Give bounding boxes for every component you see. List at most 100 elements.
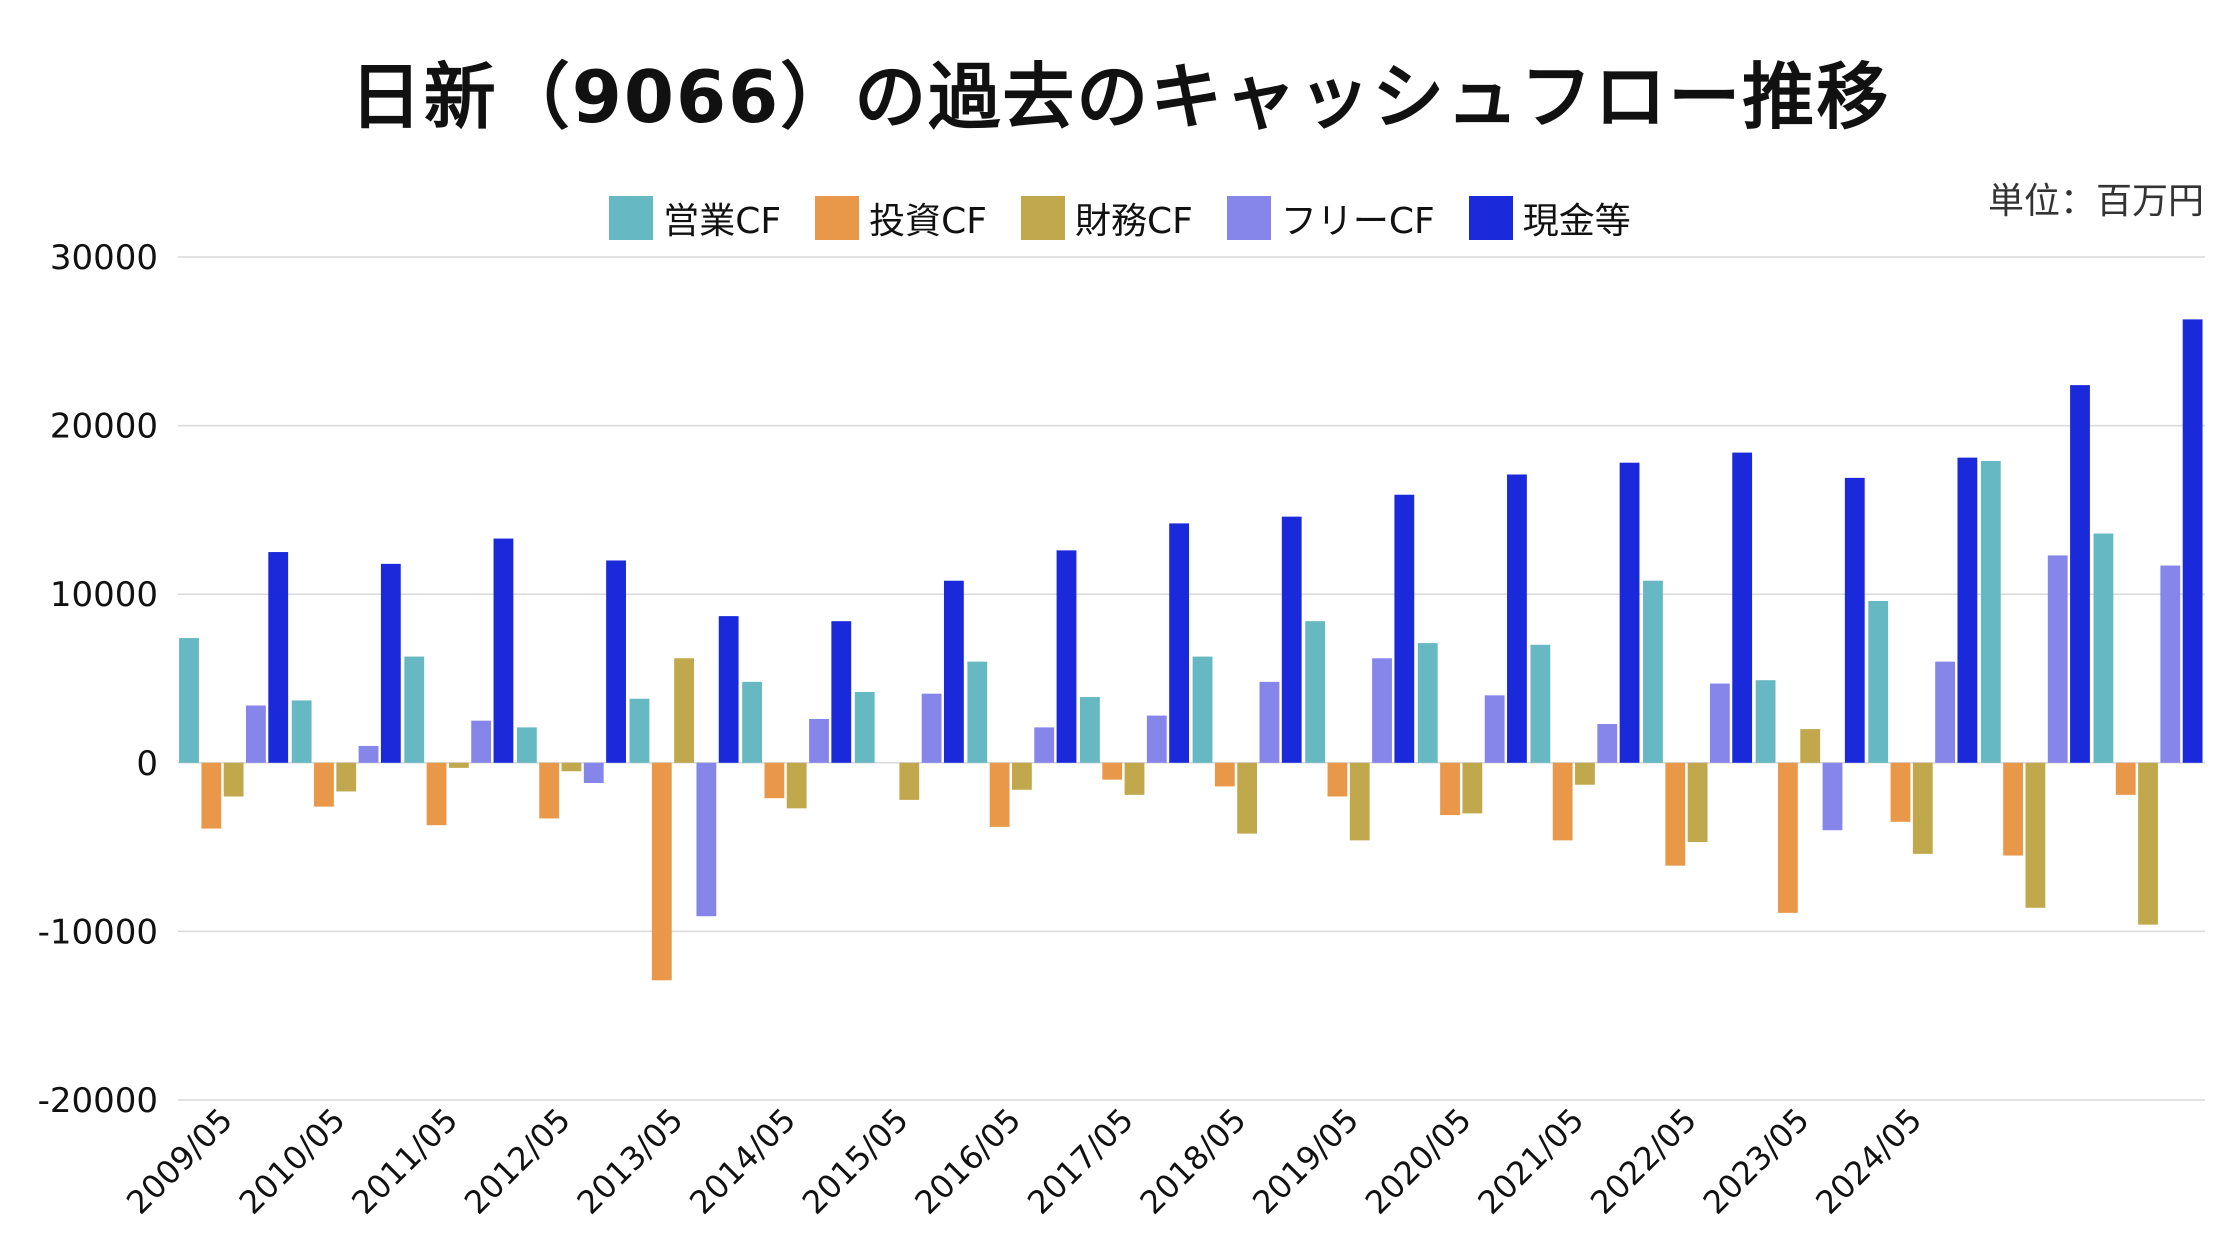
bar-3-0 xyxy=(246,705,266,763)
x-tick-label-5: 2014/05 xyxy=(682,1101,803,1222)
legend-swatch-2 xyxy=(1020,196,1065,240)
legend-item-1: 投資CF xyxy=(815,192,987,244)
bar-1-5 xyxy=(764,762,785,799)
bar-4-0 xyxy=(268,552,289,763)
x-tick-label-12: 2021/05 xyxy=(1470,1101,1591,1222)
legend-label-0: 営業CF xyxy=(663,201,782,242)
bar-2-3 xyxy=(561,762,582,772)
x-tick-label-9: 2018/05 xyxy=(1133,1101,1254,1222)
bar-3-17 xyxy=(2160,565,2181,763)
bar-3-1 xyxy=(358,745,379,763)
bar-0-4 xyxy=(629,698,650,763)
legend-item-0: 営業CF xyxy=(609,192,781,244)
bar-1-3 xyxy=(539,762,560,819)
bar-1-10 xyxy=(1327,762,1348,797)
bar-3-8 xyxy=(1146,715,1167,763)
bar-3-13 xyxy=(1709,683,1730,763)
bar-0-0 xyxy=(179,638,199,763)
bar-4-17 xyxy=(2182,319,2203,763)
x-tick-label-10: 2019/05 xyxy=(1245,1101,1366,1222)
bar-2-1 xyxy=(336,762,357,792)
bar-0-17 xyxy=(2093,533,2114,763)
x-tick-label-14: 2023/05 xyxy=(1696,1101,1817,1222)
bar-2-17 xyxy=(2138,762,2158,925)
bar-0-12 xyxy=(1530,644,1551,763)
x-tick-label-3: 2012/05 xyxy=(457,1101,578,1222)
bar-4-1 xyxy=(380,563,401,763)
bar-3-6 xyxy=(921,693,942,763)
bar-2-12 xyxy=(1575,762,1595,785)
bar-4-11 xyxy=(1507,474,1527,763)
bar-3-5 xyxy=(809,718,829,763)
bar-1-11 xyxy=(1440,762,1460,816)
x-tick-label-13: 2022/05 xyxy=(1583,1101,1704,1222)
legend-swatch-4 xyxy=(1468,196,1513,240)
x-tick-label-4: 2013/05 xyxy=(570,1101,691,1222)
bar-2-6 xyxy=(899,762,920,800)
bar-1-15 xyxy=(1890,762,1911,822)
bar-3-14 xyxy=(1822,762,1843,831)
bar-2-13 xyxy=(1687,762,1708,843)
bar-0-3 xyxy=(516,727,537,763)
legend-label-2: 財務CF xyxy=(1074,201,1193,242)
y-tick-label-4: -10000 xyxy=(38,912,158,952)
bar-1-2 xyxy=(426,762,447,826)
bar-3-3 xyxy=(583,762,604,784)
bar-2-11 xyxy=(1462,762,1483,814)
bar-3-2 xyxy=(471,720,492,763)
bar-3-10 xyxy=(1372,658,1392,763)
legend-item-4: 現金等 xyxy=(1468,192,1631,244)
bar-0-2 xyxy=(404,656,425,763)
bar-1-0 xyxy=(201,762,222,829)
bar-3-12 xyxy=(1597,724,1618,763)
unit-label: 単位：百万円 xyxy=(1987,181,2204,222)
x-tick-label-1: 2010/05 xyxy=(232,1101,353,1222)
bar-2-9 xyxy=(1237,762,1258,834)
legend-label-4: 現金等 xyxy=(1522,201,1631,242)
x-tick-label-6: 2015/05 xyxy=(795,1101,916,1222)
bar-3-11 xyxy=(1484,695,1505,763)
legend-swatch-0 xyxy=(609,196,654,240)
y-tick-label-0: 30000 xyxy=(50,238,158,278)
bar-1-17 xyxy=(2115,762,2136,795)
bar-0-15 xyxy=(1868,600,1889,763)
bar-3-16 xyxy=(2047,555,2068,763)
bar-3-9 xyxy=(1259,681,1280,763)
bar-1-9 xyxy=(1214,762,1235,787)
bar-0-8 xyxy=(1080,697,1100,763)
bar-4-7 xyxy=(1056,550,1077,763)
bar-0-6 xyxy=(854,691,875,763)
bar-1-12 xyxy=(1552,762,1573,841)
bar-4-6 xyxy=(943,580,964,763)
bar-2-16 xyxy=(2025,762,2046,908)
x-tick-label-2: 2011/05 xyxy=(344,1101,465,1222)
legend-swatch-1 xyxy=(815,196,860,240)
bar-0-7 xyxy=(967,661,988,763)
legend-item-3: フリーCF xyxy=(1226,192,1435,244)
bar-1-1 xyxy=(314,762,334,807)
bar-2-8 xyxy=(1124,762,1145,795)
bar-0-14 xyxy=(1755,680,1776,763)
bar-2-15 xyxy=(1912,762,1933,854)
bar-1-7 xyxy=(989,762,1010,827)
legend-item-2: 財務CF xyxy=(1020,192,1193,244)
bar-2-7 xyxy=(1011,762,1032,790)
bar-0-5 xyxy=(742,681,763,763)
bar-4-9 xyxy=(1281,516,1302,763)
x-tick-label-8: 2017/05 xyxy=(1020,1101,1141,1222)
bar-2-5 xyxy=(786,762,807,809)
y-tick-label-5: -20000 xyxy=(38,1081,158,1121)
bar-4-3 xyxy=(606,560,626,763)
bar-1-16 xyxy=(2003,762,2024,856)
bar-1-14 xyxy=(1777,762,1798,913)
bar-4-8 xyxy=(1169,523,1190,763)
bar-4-15 xyxy=(1957,457,1978,763)
bar-4-10 xyxy=(1394,494,1415,763)
legend-swatch-3 xyxy=(1226,196,1271,240)
bar-4-14 xyxy=(1844,477,1865,763)
bar-2-2 xyxy=(448,762,469,768)
bar-4-2 xyxy=(493,538,514,763)
chart-title: 日新（9066）の過去のキャッシュフロー推移 xyxy=(349,55,1891,139)
bar-0-16 xyxy=(1980,461,2001,763)
